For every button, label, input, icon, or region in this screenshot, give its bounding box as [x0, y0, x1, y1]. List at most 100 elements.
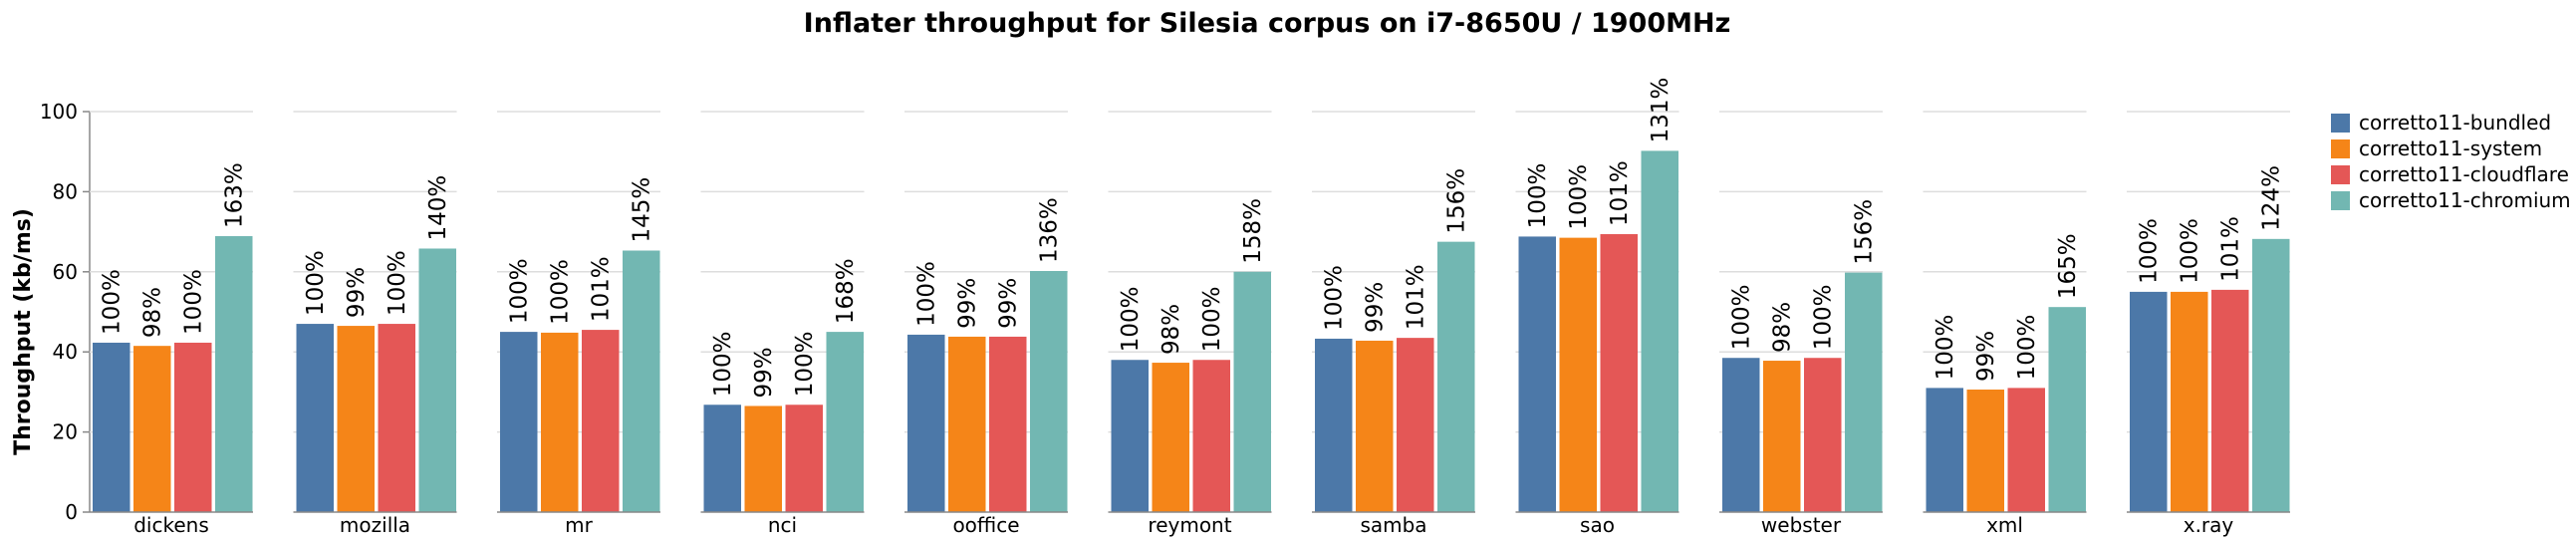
bar [2048, 307, 2086, 512]
bar [418, 248, 456, 512]
data-label: 100% [1566, 164, 1592, 230]
bar [337, 326, 375, 512]
y-tick-label: 100 [40, 100, 78, 124]
data-label: 124% [2259, 165, 2285, 231]
bar [2007, 388, 2045, 512]
panel-webster: 100% 98% 100% 156% webster [1719, 111, 1883, 537]
panel-reymont: 100% 98% 100% 158% reymont [1108, 111, 1272, 537]
data-label: 100% [2014, 315, 2040, 381]
data-label: 99% [1363, 282, 1389, 333]
data-label: 100% [181, 269, 207, 335]
bar [133, 346, 171, 512]
data-label: 98% [140, 287, 166, 338]
data-label: 101% [589, 256, 615, 322]
bar [1356, 340, 1394, 512]
panel-mozilla: 100% 99% 100% 140% mozilla [293, 111, 457, 537]
bar [989, 336, 1027, 512]
category-label: nci [768, 513, 797, 537]
bar [1233, 271, 1271, 512]
category-label: sao [1580, 513, 1615, 537]
category-label: samba [1360, 513, 1426, 537]
plot-panels: 100% 98% 100% 163% dickens 100% 99% 100% 140% moz… [90, 78, 2290, 537]
data-label: 100% [1811, 284, 1837, 350]
data-label: 100% [1932, 315, 1958, 381]
category-label: xml [1986, 513, 2023, 537]
legend-label: corretto11-chromium [2359, 188, 2571, 212]
bar [785, 405, 823, 512]
data-label: 100% [1118, 286, 1144, 352]
panel-dickens: 100% 98% 100% 163% dickens [90, 111, 253, 537]
data-label: 100% [1199, 286, 1225, 352]
legend-swatch [2331, 114, 2350, 133]
panel-sao: 100% 100% 101% 131% sao [1515, 78, 1679, 537]
data-label: 100% [548, 259, 574, 325]
bar [541, 332, 579, 512]
y-tick-label: 20 [53, 420, 78, 444]
y-axis-ticks: 0 20 40 60 80 100 [40, 100, 91, 524]
data-label: 100% [792, 331, 818, 397]
bar [948, 336, 986, 512]
legend: corretto11-bundledcorretto11-systemcorre… [2331, 111, 2571, 212]
bar [1600, 234, 1638, 512]
data-label: 99% [996, 278, 1022, 329]
bar [1192, 360, 1230, 512]
data-label: 100% [100, 269, 126, 335]
bar [907, 334, 945, 512]
bar [1926, 388, 1963, 512]
bar [1030, 270, 1068, 512]
legend-swatch [2331, 191, 2350, 210]
legend-label: corretto11-system [2359, 136, 2542, 160]
bar [1315, 338, 1353, 512]
bar [93, 342, 130, 512]
y-tick-label: 0 [65, 500, 78, 524]
bar [1641, 150, 1678, 512]
legend-label: corretto11-cloudflare [2359, 162, 2569, 186]
data-label: 100% [2137, 218, 2163, 284]
data-label: 101% [1404, 264, 1429, 330]
data-label: 158% [1240, 198, 1266, 264]
y-axis-label: Throughput (kb/ms) [11, 208, 36, 455]
bar [174, 342, 212, 512]
data-label: 100% [1525, 163, 1551, 229]
data-label: 99% [955, 278, 981, 329]
category-label: dickens [133, 513, 209, 537]
y-tick-label: 40 [53, 340, 78, 364]
panel-samba: 100% 99% 101% 156% samba [1312, 111, 1475, 537]
panel-mr: 100% 100% 101% 145% mr [497, 111, 660, 537]
data-label: 100% [507, 258, 533, 324]
category-label: reymont [1148, 513, 1231, 537]
data-label: 99% [1973, 331, 1999, 382]
data-label: 100% [710, 331, 736, 397]
data-label: 140% [425, 175, 451, 241]
panel-nci: 100% 99% 100% 168% nci [700, 111, 865, 537]
data-label: 101% [1607, 160, 1633, 226]
bar [215, 236, 253, 512]
chart-title: Inflater throughput for Silesia corpus o… [804, 8, 1731, 39]
y-tick-label: 80 [53, 179, 78, 203]
data-label: 168% [833, 258, 859, 324]
bar [1397, 338, 1434, 512]
bar [1763, 361, 1801, 512]
bar [1966, 389, 2004, 512]
panel-xml: 100% 99% 100% 165% xml [1923, 111, 2087, 537]
category-label: x.ray [2184, 513, 2234, 537]
category-label: mozilla [340, 513, 410, 537]
legend-label: corretto11-bundled [2359, 111, 2551, 135]
data-label: 100% [303, 250, 329, 316]
bar [2130, 291, 2168, 512]
data-label: 100% [385, 250, 410, 316]
y-tick-label: 60 [53, 260, 78, 284]
category-label: mr [565, 513, 593, 537]
bar [296, 324, 334, 512]
data-label: 99% [751, 347, 777, 398]
bar [623, 250, 660, 512]
bar [1437, 241, 1475, 512]
data-label: 136% [1037, 197, 1063, 263]
data-label: 99% [344, 267, 370, 318]
data-label: 98% [1159, 304, 1184, 355]
bar [1722, 358, 1760, 512]
data-label: 101% [2218, 216, 2244, 282]
data-label: 163% [222, 162, 248, 228]
bar [1559, 237, 1597, 512]
